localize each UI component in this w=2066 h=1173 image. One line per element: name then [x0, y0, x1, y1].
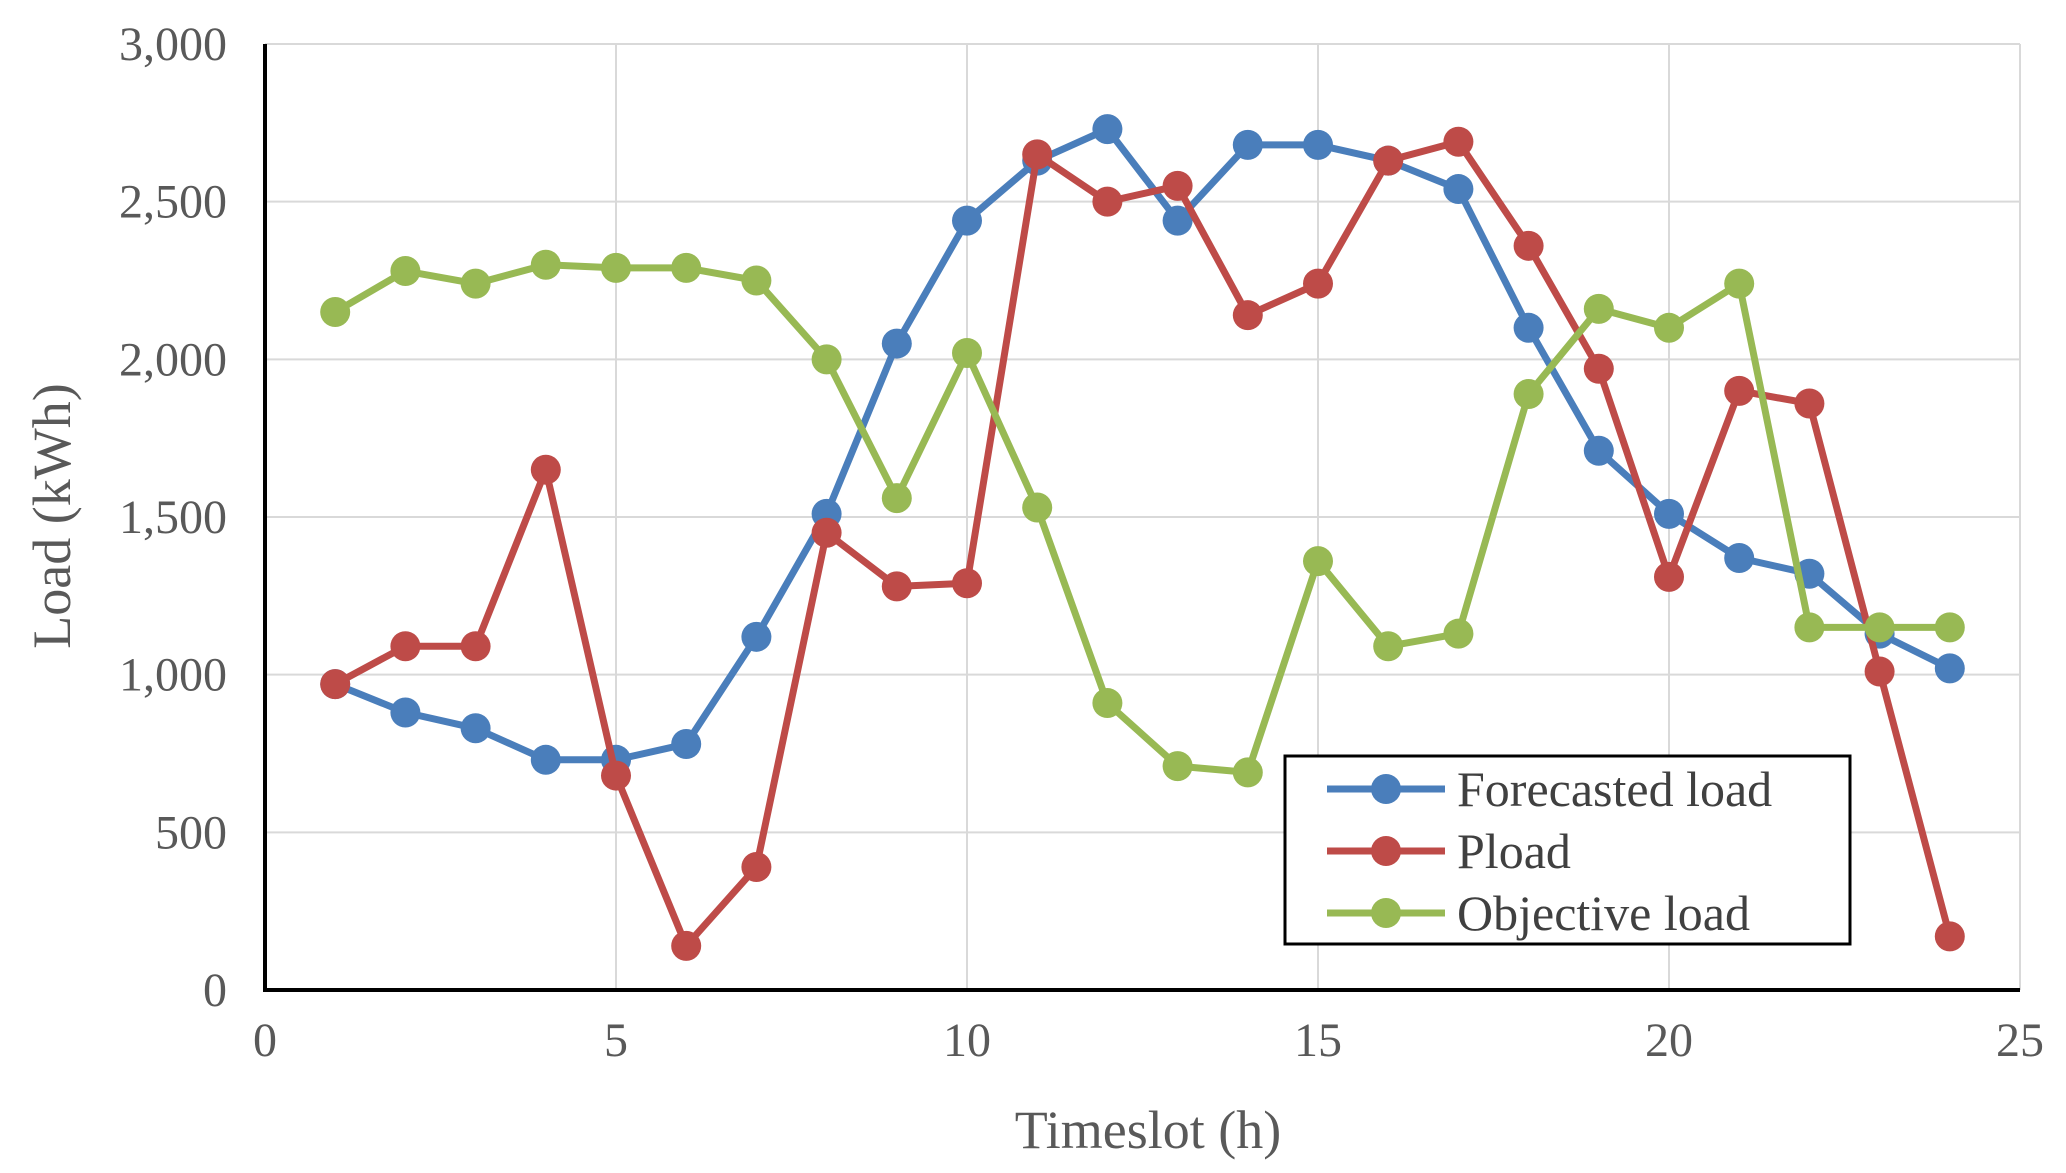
x-tick-label: 10 [943, 1014, 991, 1067]
data-point-pload [1373, 145, 1404, 176]
data-point-forecasted-load [390, 697, 421, 728]
data-point-objective-load [1162, 751, 1193, 782]
x-tick-label: 0 [253, 1014, 277, 1067]
x-tick-label: 15 [1294, 1014, 1342, 1067]
legend-label-objective-load: Objective load [1457, 885, 1750, 941]
data-point-pload [1162, 170, 1193, 201]
series-objective-load [320, 249, 1965, 788]
legend: Forecasted load Pload Objective load [1283, 754, 1852, 946]
data-point-pload [1654, 561, 1684, 592]
data-point-forecasted-load [460, 713, 491, 744]
data-point-objective-load [530, 249, 561, 280]
data-point-objective-load [952, 338, 982, 369]
data-point-pload [1513, 230, 1544, 261]
data-point-pload [1443, 126, 1474, 157]
data-point-pload [1724, 375, 1755, 406]
data-point-pload [1934, 921, 1965, 952]
data-point-forecasted-load [741, 621, 772, 652]
data-point-pload [1303, 268, 1333, 299]
data-point-pload [1022, 139, 1053, 170]
data-point-objective-load [1022, 492, 1053, 523]
data-point-objective-load [671, 252, 702, 283]
series-line-forecasted-load [333, 125, 1952, 764]
data-point-objective-load [1443, 618, 1474, 649]
data-point-forecasted-load [1654, 498, 1684, 529]
x-tick-label: 5 [604, 1014, 628, 1067]
data-point-objective-load [1303, 546, 1333, 577]
data-point-forecasted-load [1583, 435, 1614, 466]
data-point-pload [460, 631, 491, 662]
data-point-pload [1794, 388, 1825, 419]
data-point-pload [811, 517, 842, 548]
data-point-pload [1232, 300, 1263, 331]
data-point-forecasted-load [1513, 312, 1544, 343]
series-lines [320, 114, 1965, 961]
legend-marker-pload [1371, 836, 1401, 866]
series-line-objective-load [333, 261, 1950, 776]
x-axis-title: Timeslot (h) [1015, 1100, 1282, 1160]
series-line-pload [333, 138, 1954, 950]
data-point-objective-load [1794, 612, 1825, 643]
data-point-pload [390, 631, 421, 662]
data-point-pload [601, 760, 631, 791]
data-point-pload [320, 669, 351, 700]
data-point-objective-load [1513, 379, 1544, 410]
data-point-forecasted-load [1092, 114, 1123, 145]
data-point-objective-load [460, 268, 491, 299]
data-point-objective-load [1934, 612, 1965, 643]
data-point-forecasted-load [1443, 174, 1474, 205]
data-point-objective-load [1654, 312, 1684, 343]
data-point-forecasted-load [952, 205, 982, 236]
axes [263, 44, 2020, 992]
data-point-objective-load [601, 252, 631, 283]
y-tick-label: 500 [155, 806, 227, 859]
data-point-objective-load [741, 265, 772, 296]
x-tick-label: 25 [1996, 1014, 2044, 1067]
y-tick-label: 1,000 [119, 649, 227, 702]
tick-labels: 0 5 10 15 20 25 0 500 1,000 1,500 2,000 2,500 3,000 [119, 18, 2044, 1067]
data-point-objective-load [1092, 688, 1123, 719]
data-point-forecasted-load [1724, 542, 1755, 573]
legend-marker-objective-load [1371, 898, 1401, 928]
data-point-pload [952, 568, 982, 599]
series-pload [320, 126, 1965, 961]
data-point-objective-load [881, 483, 912, 514]
y-tick-label: 1,500 [119, 491, 227, 544]
y-tick-label: 2,000 [119, 333, 227, 386]
data-point-forecasted-load [671, 729, 702, 760]
data-point-forecasted-load [1303, 129, 1333, 160]
data-point-objective-load [1724, 268, 1755, 299]
legend-label-forecasted-load: Forecasted load [1457, 761, 1772, 817]
y-axis-title: Load (kWh) [22, 383, 82, 648]
data-point-objective-load [1864, 612, 1895, 643]
data-point-pload [741, 852, 772, 883]
data-point-objective-load [811, 344, 842, 375]
legend-marker-forecasted-load [1371, 774, 1401, 804]
data-point-pload [671, 930, 702, 961]
gridlines [265, 43, 2021, 990]
y-tick-label: 0 [203, 964, 227, 1017]
x-tick-label: 20 [1645, 1014, 1693, 1067]
data-point-objective-load [390, 256, 421, 287]
data-point-pload [1092, 186, 1123, 217]
data-point-forecasted-load [530, 744, 561, 775]
data-point-objective-load [1373, 631, 1404, 662]
data-point-objective-load [320, 297, 351, 328]
y-tick-label: 2,500 [119, 176, 227, 229]
data-point-forecasted-load [1934, 653, 1965, 684]
data-point-pload [881, 571, 912, 602]
y-tick-label: 3,000 [119, 18, 227, 71]
legend-label-pload: Pload [1457, 823, 1571, 879]
data-point-forecasted-load [881, 328, 912, 359]
data-point-pload [1583, 353, 1614, 384]
data-point-forecasted-load [1162, 205, 1193, 236]
data-point-objective-load [1583, 293, 1614, 324]
data-point-objective-load [1232, 757, 1263, 788]
data-point-pload [1864, 656, 1895, 687]
series-forecasted-load [320, 114, 1965, 775]
data-point-forecasted-load [1232, 129, 1263, 160]
data-point-pload [530, 454, 561, 485]
